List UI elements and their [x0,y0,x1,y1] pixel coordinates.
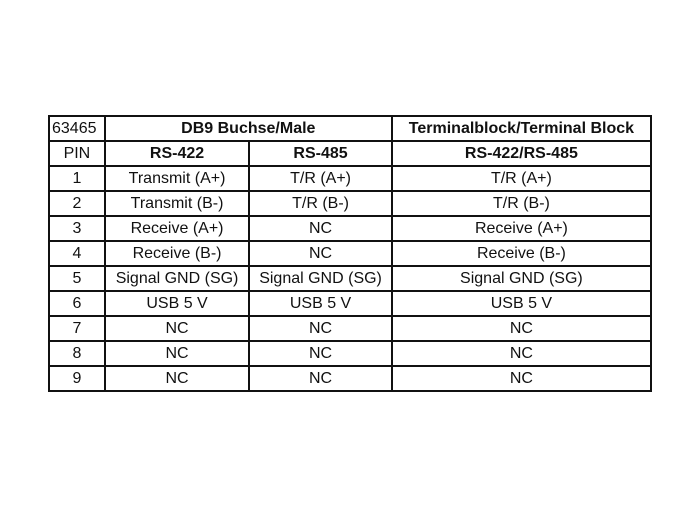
pin-header: PIN [48,140,106,167]
cell-pin: 8 [48,340,106,367]
terminal-group-header: Terminalblock/Terminal Block [390,115,653,142]
cell-pin: 7 [48,315,106,342]
cell-pin: 5 [48,265,106,292]
cell-terminal: USB 5 V [390,290,653,317]
cell-pin: 3 [48,215,106,242]
cell-pin: 1 [48,165,106,192]
cell-rs485: NC [248,240,393,267]
cell-rs422: NC [103,340,251,367]
table-row: 1 Transmit (A+) T/R (A+) T/R (A+) [48,165,653,192]
cell-rs422: NC [103,365,251,392]
cell-rs422: Transmit (A+) [103,165,251,192]
cell-terminal: NC [390,365,653,392]
table-row: 2 Transmit (B-) T/R (B-) T/R (B-) [48,190,653,217]
cell-rs485: T/R (A+) [248,165,393,192]
cell-pin: 9 [48,365,106,392]
cell-pin: 4 [48,240,106,267]
cell-rs422: Receive (B-) [103,240,251,267]
cell-rs485: NC [248,365,393,392]
terminal-header: RS-422/RS-485 [390,140,653,167]
cell-terminal: Receive (A+) [390,215,653,242]
cell-terminal: NC [390,340,653,367]
cell-rs422: Transmit (B-) [103,190,251,217]
cell-terminal: Receive (B-) [390,240,653,267]
table-row: 5 Signal GND (SG) Signal GND (SG) Signal GN… [48,265,653,292]
table-row: 9 NC NC NC [48,365,653,392]
subheader-row: PIN RS-422 RS-485 RS-422/RS-485 [48,140,653,167]
rs422-header: RS-422 [103,140,251,167]
article-number: 63465 [48,115,106,142]
cell-terminal: T/R (B-) [390,190,653,217]
header-row: 63465 DB9 Buchse/Male Terminalblock/Term… [48,115,653,142]
cell-rs485: NC [248,340,393,367]
table-row: 4 Receive (B-) NC Receive (B-) [48,240,653,267]
table-row: 8 NC NC NC [48,340,653,367]
db9-group-header: DB9 Buchse/Male [103,115,393,142]
cell-rs485: NC [248,215,393,242]
cell-pin: 2 [48,190,106,217]
cell-rs422: Signal GND (SG) [103,265,251,292]
table-row: 7 NC NC NC [48,315,653,342]
table-row: 3 Receive (A+) NC Receive (A+) [48,215,653,242]
cell-rs485: NC [248,315,393,342]
cell-rs485: USB 5 V [248,290,393,317]
cell-terminal: NC [390,315,653,342]
cell-terminal: T/R (A+) [390,165,653,192]
cell-terminal: Signal GND (SG) [390,265,653,292]
cell-rs422: USB 5 V [103,290,251,317]
rs485-header: RS-485 [248,140,393,167]
table-row: 6 USB 5 V USB 5 V USB 5 V [48,290,653,317]
cell-pin: 6 [48,290,106,317]
cell-rs485: Signal GND (SG) [248,265,393,292]
cell-rs422: NC [103,315,251,342]
pinout-table: 63465 DB9 Buchse/Male Terminalblock/Term… [48,115,653,392]
cell-rs485: T/R (B-) [248,190,393,217]
cell-rs422: Receive (A+) [103,215,251,242]
